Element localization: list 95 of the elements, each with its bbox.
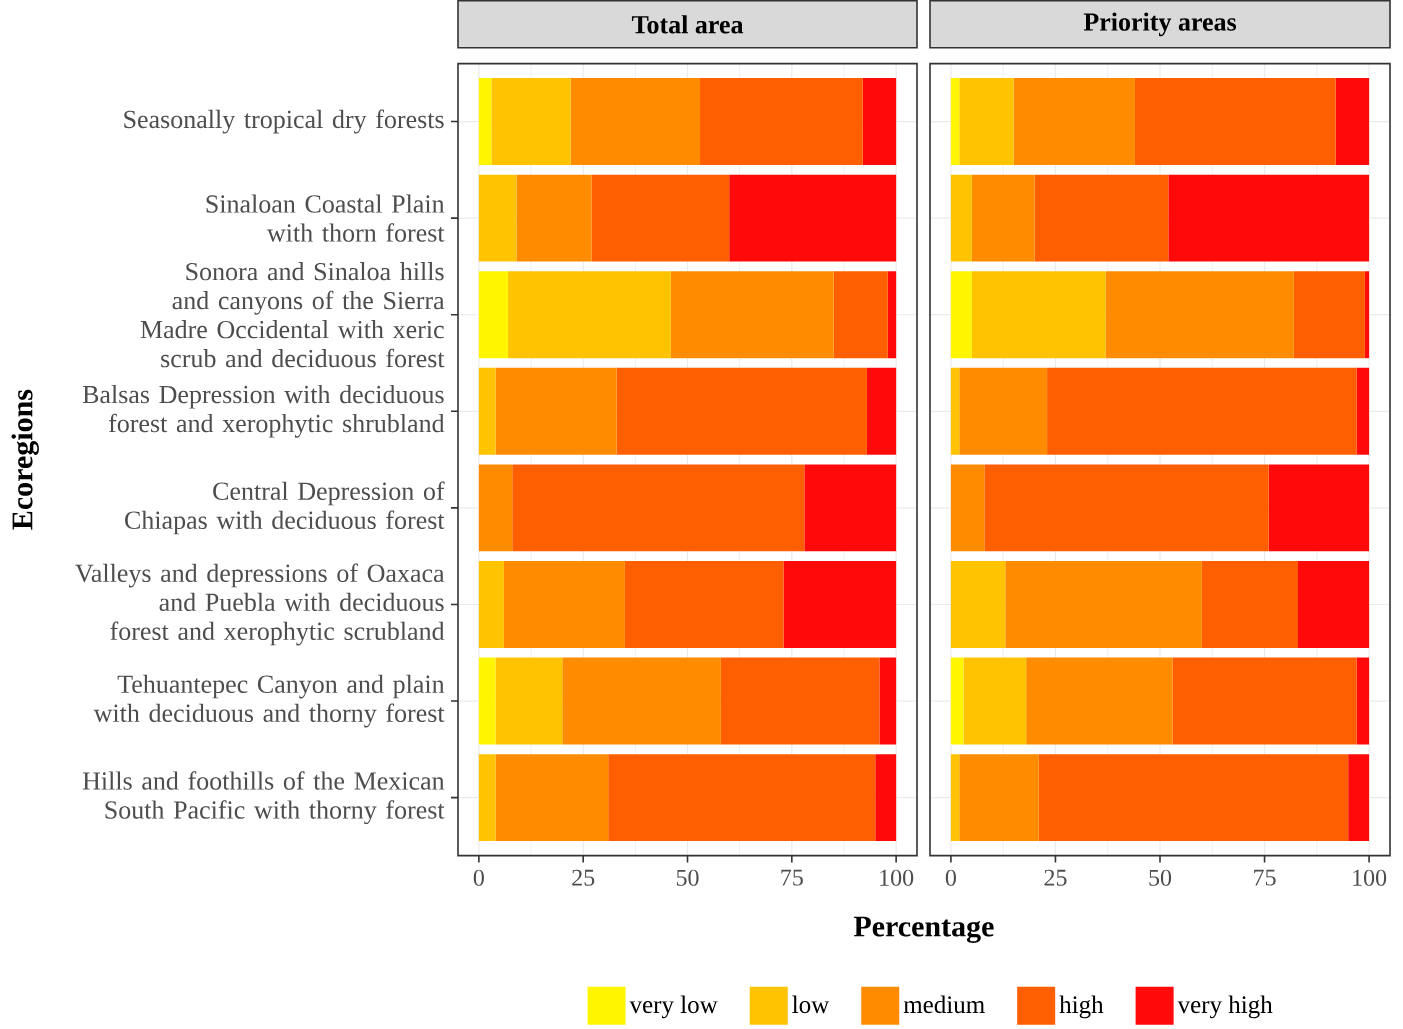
- bar: [1047, 367, 1357, 455]
- bar: [512, 464, 805, 552]
- bar: [1268, 464, 1370, 552]
- bar: [495, 657, 563, 745]
- legend-label: medium: [903, 995, 985, 1014]
- legend-label: very high: [1177, 995, 1273, 1019]
- bar: [624, 561, 784, 649]
- bar: [950, 657, 964, 745]
- bar: [950, 271, 972, 359]
- bar: [1105, 271, 1294, 359]
- x-tick-label: 100: [1353, 869, 1387, 886]
- bar: [508, 271, 671, 359]
- bar: [478, 78, 492, 166]
- x-tick-label: 0: [945, 869, 956, 886]
- bar: [478, 657, 496, 745]
- bar: [670, 271, 834, 359]
- bar: [950, 561, 1006, 649]
- bar: [562, 657, 721, 745]
- legend-label: low: [792, 995, 830, 1014]
- bar: [720, 657, 880, 745]
- bar: [1298, 561, 1370, 649]
- bar: [1038, 754, 1349, 842]
- x-tick-label: 25: [572, 869, 595, 886]
- y-tick-label: Sonora and Sinaloa hills and canyons of the Sierra Madre Occidental with xeric scrub and deciduous forest: [140, 262, 445, 368]
- y-axis-title: Ecoregions: [11, 389, 39, 530]
- bar: [495, 754, 609, 842]
- legend-label: high: [1059, 995, 1104, 1019]
- bar: [700, 78, 863, 166]
- bar: [478, 561, 504, 649]
- bar: [875, 754, 897, 842]
- bar: [887, 271, 897, 359]
- bar: [495, 367, 617, 455]
- bar: [516, 174, 592, 262]
- bar: [1364, 271, 1370, 359]
- bar: [963, 657, 1027, 745]
- bar: [491, 78, 571, 166]
- y-tick-label: Sinaloan Coastal Plain with thorn forest: [206, 194, 445, 242]
- bar: [1034, 174, 1169, 262]
- x-tick-label: 100: [880, 869, 914, 886]
- x-tick-label: 50: [1149, 869, 1172, 886]
- bar: [804, 464, 897, 552]
- bar: [950, 78, 960, 166]
- bar: [1172, 657, 1357, 745]
- y-tick-label: Seasonally tropical dry forests: [124, 109, 444, 134]
- bar: [478, 271, 509, 359]
- x-tick-label: 25: [1044, 869, 1067, 886]
- bar: [1293, 271, 1365, 359]
- bar: [1168, 174, 1370, 262]
- bar: [984, 464, 1269, 552]
- bar: [866, 367, 897, 455]
- bar: [950, 367, 960, 455]
- x-axis-title: Percentage: [853, 916, 994, 944]
- bar: [879, 657, 897, 745]
- x-tick-label: 75: [781, 869, 803, 886]
- bar: [503, 561, 625, 649]
- bar: [971, 271, 1106, 359]
- chart-title: Total area: [631, 15, 744, 34]
- bar: [959, 78, 1014, 166]
- bar: [1335, 78, 1370, 166]
- bar: [591, 174, 730, 262]
- bar: [971, 174, 1035, 262]
- bar: [950, 174, 972, 262]
- bar: [1134, 78, 1336, 166]
- bar: [478, 367, 496, 455]
- bar: [1356, 657, 1370, 745]
- x-tick-label: 75: [1254, 869, 1276, 886]
- y-tick-label: Tehuantepec Canyon and plain with deciduous and thorny forest: [93, 674, 445, 728]
- bar: [478, 464, 513, 552]
- bar: [959, 754, 1039, 842]
- bar: [783, 561, 897, 649]
- bar: [959, 367, 1048, 455]
- x-tick-label: 50: [676, 869, 699, 886]
- bar: [1201, 561, 1298, 649]
- bar: [616, 367, 867, 455]
- bar: [608, 754, 876, 842]
- y-tick-label: Hills and foothills of the Mexican South Pacific with thorny forest: [82, 771, 445, 825]
- bar: [1348, 754, 1370, 842]
- legend-label: very low: [629, 995, 718, 1019]
- y-tick-label: Valleys and depressions of Oaxaca and Puebla with deciduous forest and xerophytic scrubland: [75, 563, 445, 646]
- bar: [950, 754, 960, 842]
- y-tick-label: Balsas Depression with deciduous forest and xerophytic shrubland: [82, 385, 445, 438]
- bar: [833, 271, 888, 359]
- bar: [1013, 78, 1135, 166]
- bar: [478, 174, 517, 262]
- bar: [862, 78, 897, 166]
- bar: [950, 464, 985, 552]
- y-tick-label: Central Depression of Chiapas with deciduous forest: [125, 481, 445, 535]
- bar: [1005, 561, 1202, 649]
- bar: [570, 78, 701, 166]
- bar: [729, 174, 897, 262]
- bar: [1026, 657, 1173, 745]
- bar: [478, 754, 496, 842]
- chart-title: Priority areas: [1083, 12, 1237, 37]
- x-tick-label: 0: [473, 869, 484, 886]
- bar: [1356, 367, 1370, 455]
